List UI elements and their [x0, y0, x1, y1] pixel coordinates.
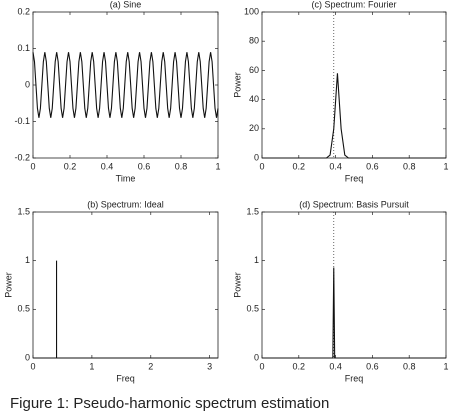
y-tick-label: 1: [254, 255, 259, 265]
y-tick-label: 1: [25, 255, 30, 265]
x-tick-label: 1: [443, 161, 448, 171]
x-tick-label: 0: [259, 161, 264, 171]
y-tick-label: 40: [249, 94, 259, 104]
x-tick-label: 0: [30, 361, 35, 371]
x-axis-label: Freq: [345, 173, 364, 183]
data-line: [33, 260, 218, 359]
x-axis-label: Time: [116, 173, 136, 183]
panel-title: (c) Spectrum: Fourier: [311, 0, 396, 9]
axes-box: [32, 211, 219, 359]
axes-box: [261, 211, 447, 359]
y-tick-label: 100: [244, 6, 259, 16]
y-tick-label: 0.2: [17, 6, 30, 16]
x-tick-label: 0.6: [366, 161, 379, 171]
data-line: [32, 52, 219, 118]
y-tick-label: -0.2: [14, 152, 30, 162]
panel-title: (a) Sine: [110, 0, 142, 9]
y-tick-label: 1.5: [246, 206, 259, 216]
y-tick-label: 0.5: [17, 304, 30, 314]
data-line: [262, 267, 446, 359]
y-tick-label: 1.5: [17, 206, 30, 216]
y-tick-label: 20: [249, 123, 259, 133]
x-tick-label: 0.6: [366, 361, 379, 371]
x-tick-label: 0.2: [293, 161, 306, 171]
x-tick-label: 0.8: [175, 161, 188, 171]
x-tick-label: 0.8: [403, 361, 416, 371]
y-tick-label: 0: [254, 152, 259, 162]
x-axis-label: Freq: [116, 373, 135, 383]
y-axis-label: Power: [232, 72, 242, 98]
x-tick-label: 0.2: [64, 161, 77, 171]
x-tick-label: 1: [443, 361, 448, 371]
caption: Figure 1: Pseudo-harmonic spectrum estim…: [10, 395, 329, 412]
y-tick-label: 0: [25, 79, 30, 89]
y-tick-label: 60: [249, 65, 259, 75]
x-tick-label: 1: [215, 161, 220, 171]
x-tick-label: 0: [30, 161, 35, 171]
x-tick-label: 2: [148, 361, 153, 371]
x-tick-label: 0: [259, 361, 264, 371]
data-line: [262, 73, 446, 159]
y-axis-label: Power: [3, 272, 13, 298]
y-tick-label: 0.5: [246, 304, 259, 314]
x-tick-label: 0.6: [138, 161, 151, 171]
axes-box: [261, 11, 447, 159]
x-tick-label: 0.4: [101, 161, 114, 171]
y-tick-label: 0: [254, 352, 259, 362]
x-tick-label: 0.2: [293, 361, 306, 371]
x-tick-label: 1: [89, 361, 94, 371]
panel-title: (b) Spectrum: Ideal: [87, 199, 164, 209]
x-tick-label: 0.4: [329, 161, 342, 171]
y-tick-label: -0.1: [14, 116, 30, 126]
x-axis-label: Freq: [345, 373, 364, 383]
y-tick-label: 0.1: [17, 43, 30, 53]
y-tick-label: 0: [25, 352, 30, 362]
x-tick-label: 0.8: [403, 161, 416, 171]
x-tick-label: 3: [207, 361, 212, 371]
y-tick-label: 80: [249, 36, 259, 46]
y-axis-label: Power: [232, 272, 242, 298]
x-tick-label: 0.4: [329, 361, 342, 371]
panel-title: (d) Spectrum: Basis Pursuit: [299, 199, 409, 209]
